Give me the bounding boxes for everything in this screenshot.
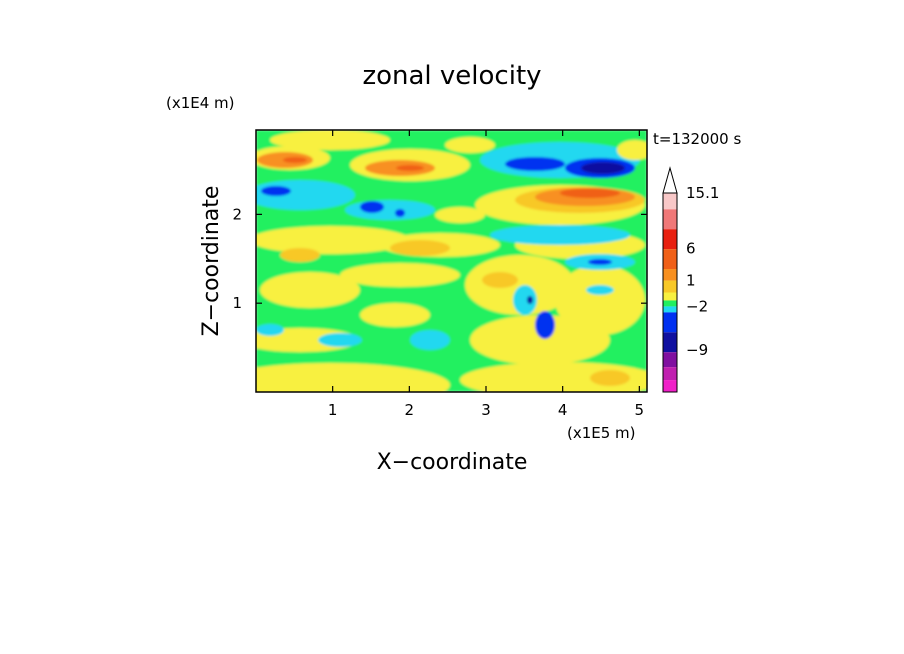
field-upper-cyan: [345, 200, 435, 220]
x-tick-label: 4: [558, 401, 568, 419]
x-unit-label: (x1E5 m): [567, 424, 636, 442]
colorbar-extend-arrow: [662, 166, 678, 194]
chart-title: zonal velocity: [362, 61, 541, 91]
field-jet-blue: [505, 157, 565, 171]
x-tick-label: 2: [405, 401, 415, 419]
field-upper-yellow: [435, 207, 485, 223]
colorbar-segment: [663, 229, 677, 250]
x-tick-label: 1: [328, 401, 338, 419]
colorbar: [662, 166, 678, 393]
colorbar-segment: [663, 367, 677, 381]
colorbar-segment: [663, 306, 677, 313]
field-lower-band: [256, 363, 450, 392]
colorbar-segment: [663, 332, 677, 353]
y-tick-label: 1: [232, 294, 242, 312]
field-lower-band: [590, 370, 630, 386]
field-mid-navy: [527, 296, 533, 304]
colorbar-segment: [663, 352, 677, 368]
field-lower-cyan: [256, 324, 284, 336]
colorbar-labels: 15.1 6 1 −2 −9: [686, 184, 719, 359]
field-upper-blue: [360, 201, 384, 213]
colorbar-label: −9: [686, 341, 708, 359]
field-jet-yellow: [617, 140, 647, 160]
field-mid-yellow: [260, 272, 360, 308]
field-mid-yellow: [555, 265, 645, 335]
field-upper-blue: [395, 209, 405, 217]
field-band-blue: [588, 259, 612, 265]
field-shapes: [256, 130, 647, 392]
field-jet-dark-orange: [560, 188, 620, 198]
field-upper-cyan: [256, 180, 355, 210]
field-layer: [256, 130, 647, 392]
field-lower-cyan: [318, 333, 362, 347]
field-mid-yellow: [465, 255, 575, 315]
field-band-gold: [280, 248, 320, 262]
field-jet-navy: [581, 162, 625, 174]
field-band-gold: [390, 240, 450, 256]
field-top-yellow: [445, 137, 495, 153]
colorbar-segment: [663, 312, 677, 333]
colorbar-segment: [663, 280, 677, 293]
x-axis-ticks: 1 2 3 4 5: [328, 130, 644, 419]
field-mid-cyan: [586, 285, 614, 295]
field-top-dark-orange: [396, 165, 424, 171]
x-tick-label: 5: [635, 401, 645, 419]
field-lower-cyan: [410, 330, 450, 350]
colorbar-label: 15.1: [686, 184, 719, 202]
y-unit-label: (x1E4 m): [166, 94, 235, 112]
field-mid-cyan: [513, 285, 537, 315]
x-axis-title: X−coordinate: [377, 450, 528, 475]
field-upper-blue: [261, 186, 291, 196]
colorbar-segment: [663, 380, 677, 392]
y-axis-ticks: 12: [232, 205, 647, 312]
x-tick-label: 3: [481, 401, 491, 419]
field-top-yellow: [270, 130, 390, 150]
colorbar-segment: [663, 300, 677, 307]
contour-field: [256, 130, 647, 392]
colorbar-label: 1: [686, 272, 696, 290]
y-tick-label: 2: [232, 205, 242, 223]
field-mid-gold: [482, 272, 518, 288]
field-top-dark-orange: [283, 157, 307, 163]
colorbar-segment: [663, 292, 677, 301]
field-upper-cyan: [490, 225, 630, 245]
plot-frame: [255, 129, 648, 393]
time-label: t=132000 s: [653, 130, 741, 148]
y-axis-title: Z−coordinate: [199, 186, 224, 337]
colorbar-frame: [662, 192, 678, 393]
field-mid-blue: [535, 311, 555, 339]
colorbar-segment: [663, 269, 677, 281]
field-mid-yellow: [360, 303, 430, 327]
colorbar-label: −2: [686, 297, 708, 315]
colorbar-segment: [663, 249, 677, 270]
colorbar-segment: [663, 209, 677, 230]
field-band-yellow: [256, 226, 410, 254]
colorbar-label: 6: [686, 240, 696, 258]
colorbar-segment: [663, 193, 677, 210]
field-mid-yellow: [340, 263, 460, 287]
